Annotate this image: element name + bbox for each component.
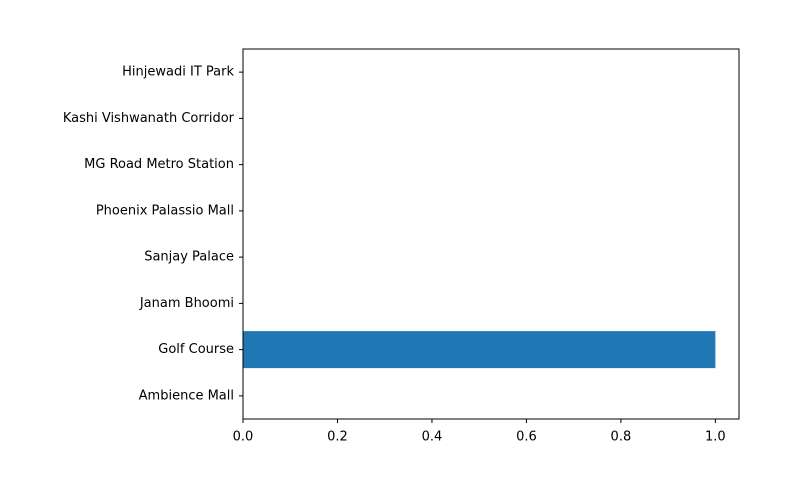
x-tick-label: 1.0 [705, 430, 726, 445]
plot-frame [242, 48, 740, 420]
y-axis: Ambience Mall Golf Course Janam Bhoomi Sanj… [63, 65, 243, 403]
y-tick-label: Kashi Vishwanath Corridor [63, 111, 235, 126]
y-tick-label: Phoenix Palassio Mall [96, 203, 234, 218]
bar-golf-course [243, 331, 716, 369]
y-tick-label: Ambience Mall [139, 388, 234, 403]
bars-layer [243, 331, 716, 369]
y-tick-label: Janam Bhoomi [139, 296, 234, 311]
x-tick-label: 0.2 [327, 430, 348, 445]
x-tick-label: 0.8 [611, 430, 632, 445]
x-tick-label: 0.4 [422, 430, 443, 445]
x-axis: 0.0 0.2 0.4 0.6 0.8 1.0 [233, 419, 726, 445]
y-tick-label: MG Road Metro Station [84, 157, 234, 172]
y-tick-label: Golf Course [158, 342, 234, 357]
y-tick-label: Hinjewadi IT Park [122, 65, 234, 80]
x-tick-label: 0.6 [516, 430, 537, 445]
y-tick-label: Sanjay Palace [144, 250, 234, 265]
x-tick-label: 0.0 [233, 430, 254, 445]
